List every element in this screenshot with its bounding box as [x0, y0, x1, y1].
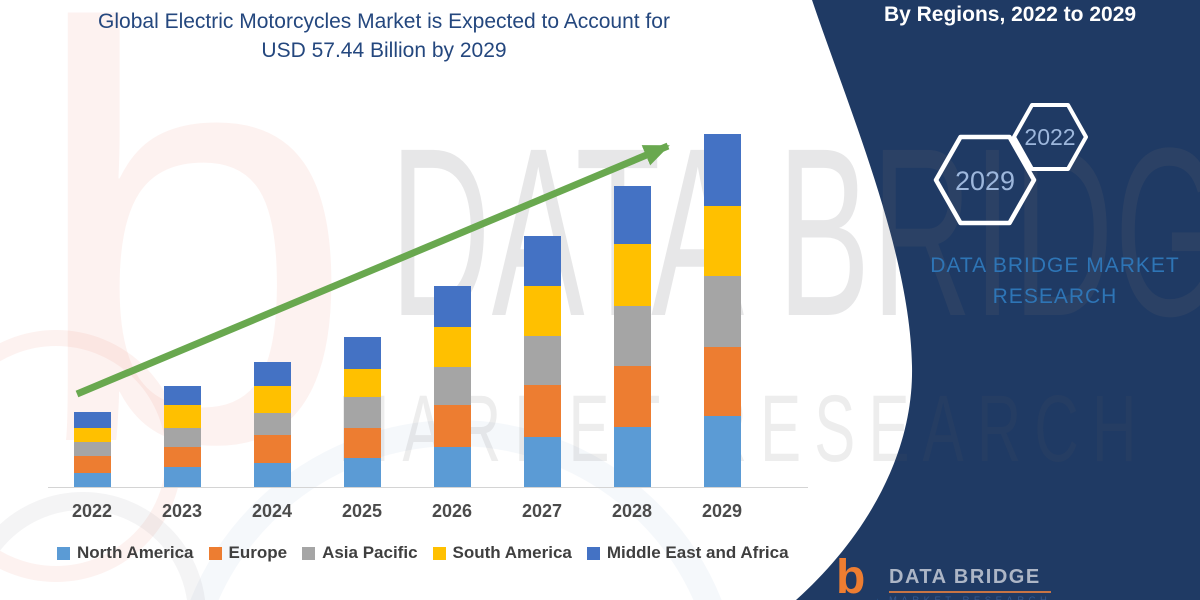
- legend-swatch-icon: [432, 546, 446, 560]
- stacked-bar-2028: [613, 186, 651, 488]
- legend-label: Middle East and Africa: [606, 543, 789, 562]
- bar-segment-2028-middle-east-and-africa: [613, 186, 651, 245]
- bar-segment-2028-south-america: [613, 244, 651, 307]
- brand-line2: RESEARCH: [992, 285, 1118, 308]
- legend-swatch-icon: [302, 546, 316, 560]
- panel-heading: By Regions, 2022 to 2029: [883, 3, 1137, 26]
- bar-segment-2024-asia-pacific: [253, 412, 291, 436]
- bar-segment-2028-europe: [613, 366, 651, 428]
- bar-segment-2022-europe: [73, 455, 111, 474]
- x-axis-label-2023: 2023: [161, 501, 203, 521]
- bar-segment-2024-north-america: [253, 462, 291, 488]
- bar-segment-2025-europe: [343, 427, 381, 458]
- bar-segment-2022-north-america: [73, 473, 111, 488]
- bar-segment-2027-asia-pacific: [523, 335, 561, 386]
- bar-segment-2022-south-america: [73, 427, 111, 442]
- logo-tagline: MARKET RESEARCH: [889, 595, 1051, 600]
- legend-item-europe: Europe: [208, 543, 288, 563]
- bar-segment-2023-south-america: [163, 405, 201, 428]
- bar-segment-2022-asia-pacific: [73, 441, 111, 456]
- logo-text: DATA BRIDGE MARKET RESEARCH: [889, 558, 1052, 600]
- bar-segment-2027-europe: [523, 385, 561, 437]
- bar-segment-2029-europe: [703, 346, 741, 416]
- legend-label: North America: [77, 543, 194, 562]
- x-axis-label-2028: 2028: [611, 501, 653, 521]
- bar-segment-2025-south-america: [343, 368, 381, 398]
- x-axis-label-2024: 2024: [251, 501, 293, 521]
- bar-segment-2026-south-america: [433, 326, 471, 367]
- bar-segment-2023-asia-pacific: [163, 427, 201, 448]
- legend-item-south-america: South America: [432, 543, 572, 563]
- stacked-bar-2026: [433, 286, 471, 488]
- legend-item-asia-pacific: Asia Pacific: [302, 543, 418, 563]
- chart-title-line1: Global Electric Motorcycles Market is Ex…: [98, 10, 670, 33]
- bar-segment-2029-middle-east-and-africa: [703, 134, 741, 206]
- x-axis-label-2025: 2025: [341, 501, 383, 521]
- stacked-bar-2029: [703, 134, 741, 488]
- company-logo: b DATA BRIDGE MARKET RESEARCH: [835, 551, 1052, 600]
- stacked-bar-2023: [163, 385, 201, 488]
- stacked-bar-2022: [73, 412, 111, 488]
- chart-title: Global Electric Motorcycles Market is Ex…: [8, 7, 760, 65]
- logo-mark: b: [835, 551, 880, 600]
- stacked-bar-2027: [523, 236, 561, 488]
- bar-segment-2024-middle-east-and-africa: [253, 361, 291, 386]
- bar-segment-2023-europe: [163, 447, 201, 468]
- bar-segment-2025-north-america: [343, 457, 381, 488]
- bar-segment-2024-europe: [253, 435, 291, 463]
- legend-item-middle-east-and-africa: Middle East and Africa: [586, 543, 789, 563]
- brand-line1: DATA BRIDGE MARKET: [930, 254, 1180, 277]
- side-panel-swoosh-shape: [796, 0, 1200, 600]
- bar-segment-2022-middle-east-and-africa: [73, 412, 111, 428]
- bar-segment-2027-north-america: [523, 436, 561, 488]
- bar-segment-2028-north-america: [613, 427, 651, 488]
- legend-swatch-icon: [586, 546, 600, 560]
- legend-label: Asia Pacific: [322, 543, 418, 562]
- bar-segment-2026-middle-east-and-africa: [433, 286, 471, 327]
- chart-title-line2: USD 57.44 Billion by 2029: [261, 39, 507, 62]
- chart-legend: North America Europe Asia Pacific South Ame…: [57, 543, 789, 563]
- bar-segment-2028-asia-pacific: [613, 306, 651, 367]
- bar-segment-2023-north-america: [163, 467, 201, 488]
- bar-segment-2029-south-america: [703, 205, 741, 277]
- legend-label: Europe: [228, 543, 288, 562]
- bar-segment-2025-asia-pacific: [343, 397, 381, 428]
- legend-swatch-icon: [57, 546, 70, 560]
- x-axis-label-2026: 2026: [431, 501, 473, 521]
- bar-segment-2026-asia-pacific: [433, 366, 471, 405]
- bar-segment-2024-south-america: [253, 385, 291, 413]
- x-axis-label-2029: 2029: [701, 501, 743, 521]
- legend-item-north-america: North America: [57, 543, 194, 563]
- bar-segment-2029-asia-pacific: [703, 276, 741, 347]
- bar-segment-2026-europe: [433, 404, 471, 447]
- legend-swatch-icon: [208, 546, 222, 560]
- stacked-bar-2025: [343, 336, 381, 488]
- x-axis-label-2027: 2027: [521, 501, 563, 521]
- x-axis-line: [48, 487, 808, 488]
- bar-segment-2025-middle-east-and-africa: [343, 336, 381, 369]
- bar-segment-2027-south-america: [523, 285, 561, 336]
- bar-segment-2026-north-america: [433, 446, 471, 488]
- brand-wordmark: DATA BRIDGE MARKET RESEARCH: [925, 254, 1185, 309]
- bar-segment-2029-north-america: [703, 415, 741, 488]
- stacked-bar-2024: [253, 361, 291, 488]
- bar-segment-2023-middle-east-and-africa: [163, 385, 201, 406]
- x-axis-label-2022: 2022: [71, 501, 113, 521]
- legend-label: South America: [452, 543, 572, 562]
- logo-b-monogram: b: [836, 551, 866, 600]
- logo-name: DATA BRIDGE: [889, 566, 1052, 593]
- bar-segment-2027-middle-east-and-africa: [523, 236, 561, 286]
